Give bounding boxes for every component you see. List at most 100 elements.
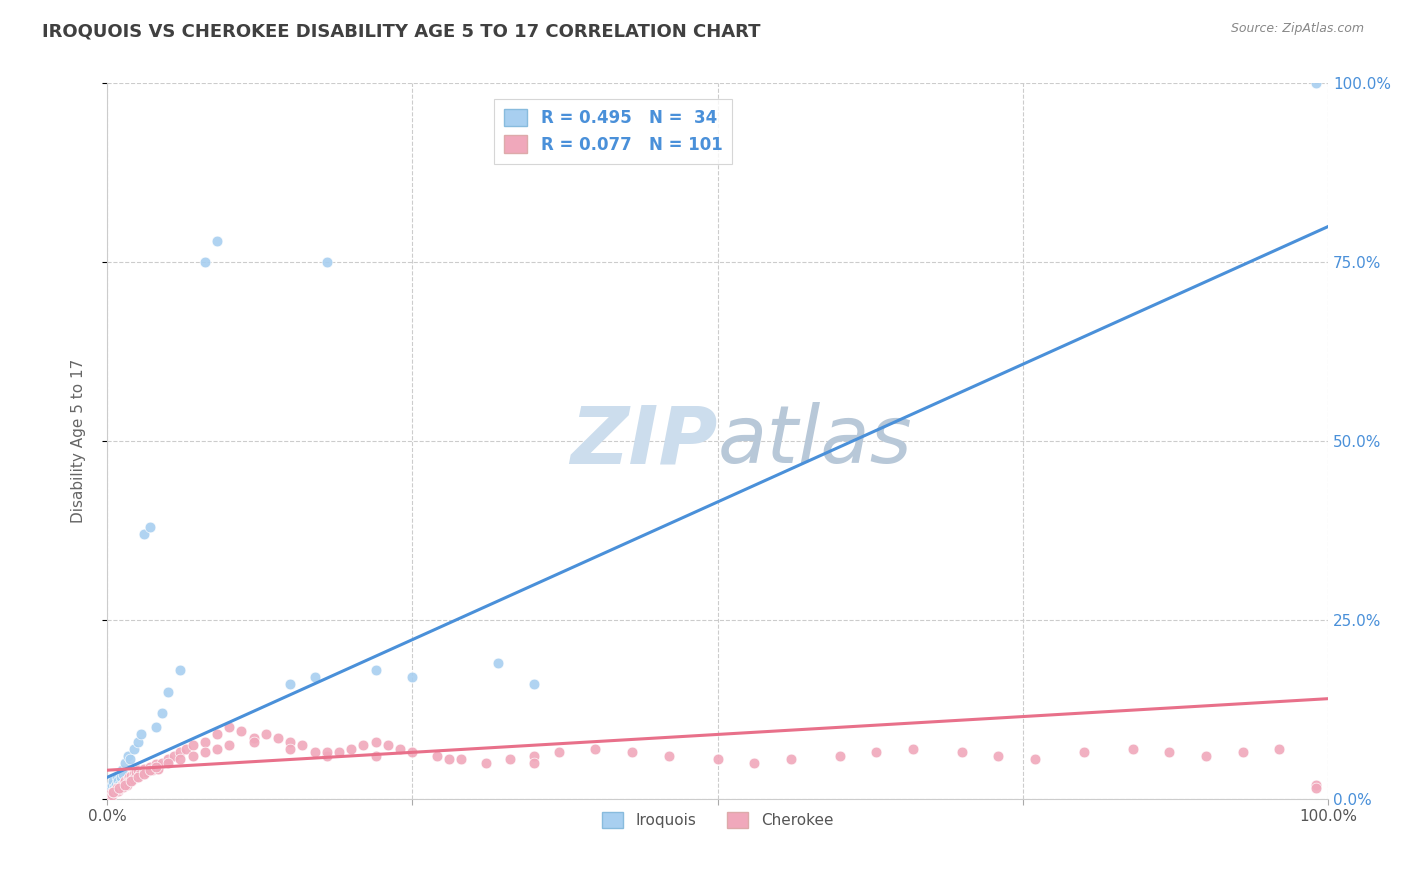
Point [353,738,375,752]
Point [112,776,135,790]
Point [242,731,264,745]
Point [1305,781,1327,796]
Point [658,748,681,763]
Point [401,670,423,684]
Point [304,745,326,759]
Point [104,778,127,792]
Point [101,778,124,792]
Point [706,752,728,766]
Point [1122,741,1144,756]
Point [1305,778,1327,792]
Point [148,762,170,776]
Point [278,734,301,748]
Point [98,785,121,799]
Point [111,778,134,792]
Point [547,745,569,759]
Point [98,789,121,803]
Point [328,745,350,759]
Point [486,656,509,670]
Point [104,783,127,797]
Point [523,756,546,770]
Point [278,677,301,691]
Point [315,748,337,763]
Point [110,779,132,793]
Point [364,734,387,748]
Point [120,752,142,766]
Point [122,741,145,756]
Point [377,738,399,752]
Legend: Iroquois, Cherokee: Iroquois, Cherokee [596,805,839,834]
Point [278,741,301,756]
Point [1195,748,1218,763]
Point [145,757,167,772]
Point [129,766,152,780]
Point [315,255,337,269]
Point [105,770,128,784]
Point [118,770,141,784]
Point [426,748,449,763]
Point [111,780,134,795]
Point [169,752,191,766]
Point [437,752,460,766]
Point [194,255,217,269]
Point [103,781,125,796]
Point [364,748,387,763]
Point [205,741,228,756]
Point [139,763,162,777]
Point [1073,745,1095,759]
Point [176,741,198,756]
Point [101,785,124,799]
Point [865,745,887,759]
Point [389,741,412,756]
Point [194,745,217,759]
Point [111,766,134,780]
Point [828,748,851,763]
Point [110,770,132,784]
Point [157,752,180,766]
Point [218,738,240,752]
Point [100,781,122,796]
Point [120,773,142,788]
Point [181,738,204,752]
Point [114,773,136,788]
Point [267,731,290,745]
Point [139,520,162,534]
Point [127,763,149,777]
Point [1232,745,1254,759]
Y-axis label: Disability Age 5 to 17: Disability Age 5 to 17 [72,359,86,524]
Point [145,759,167,773]
Point [125,764,148,779]
Point [1305,77,1327,91]
Point [139,759,162,773]
Point [304,670,326,684]
Point [150,706,173,720]
Point [254,727,277,741]
Point [127,770,149,784]
Text: atlas: atlas [717,402,912,480]
Point [111,763,134,777]
Point [1159,745,1181,759]
Point [1024,752,1046,766]
Point [135,764,157,779]
Point [121,772,143,786]
Point [132,766,155,780]
Point [315,745,337,759]
Point [101,788,124,802]
Point [231,723,253,738]
Text: Source: ZipAtlas.com: Source: ZipAtlas.com [1230,22,1364,36]
Point [194,734,217,748]
Point [169,745,191,759]
Point [132,762,155,776]
Point [401,745,423,759]
Point [1268,741,1291,756]
Point [585,741,607,756]
Point [291,738,314,752]
Point [127,734,149,748]
Point [103,785,125,799]
Point [742,756,765,770]
Point [114,756,136,770]
Point [163,748,186,763]
Point [117,748,139,763]
Point [100,786,122,800]
Point [101,773,124,788]
